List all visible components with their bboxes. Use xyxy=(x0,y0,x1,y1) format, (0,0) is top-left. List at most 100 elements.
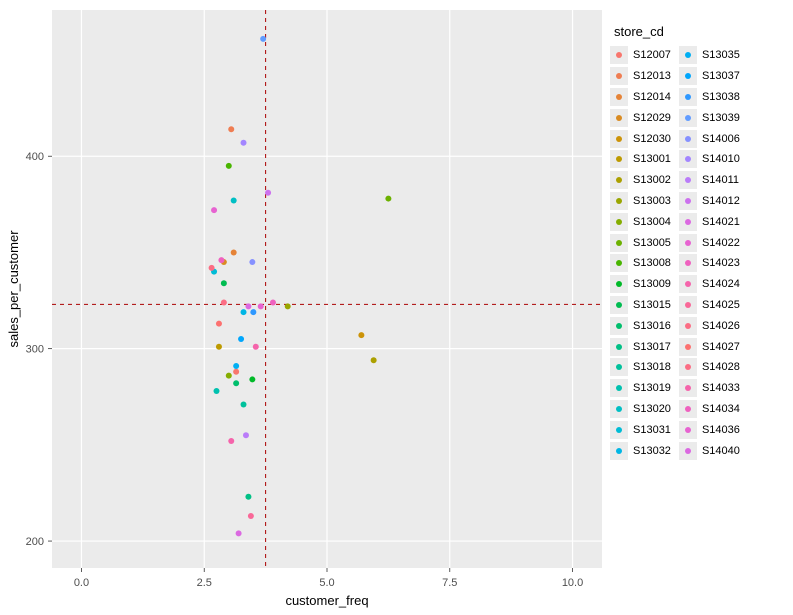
legend-item: S13008 xyxy=(610,253,679,274)
legend-item: S13039 xyxy=(679,107,748,128)
legend-swatch xyxy=(610,358,628,376)
legend-item: S13009 xyxy=(610,274,679,295)
legend-swatch xyxy=(610,296,628,314)
legend-label: S13018 xyxy=(633,361,671,373)
legend-swatch xyxy=(610,130,628,148)
legend-swatch xyxy=(610,254,628,272)
legend-label: S12014 xyxy=(633,91,671,103)
legend-swatch xyxy=(679,130,697,148)
legend-label: S14022 xyxy=(702,237,740,249)
legend-item: S13037 xyxy=(679,66,748,87)
legend-swatch xyxy=(679,379,697,397)
legend-swatch xyxy=(610,275,628,293)
legend-label: S12029 xyxy=(633,112,671,124)
legend-label: S13038 xyxy=(702,91,740,103)
legend-item: S14012 xyxy=(679,191,748,212)
data-point xyxy=(228,126,234,132)
legend-swatch xyxy=(610,150,628,168)
data-point xyxy=(241,401,247,407)
legend-item: S13005 xyxy=(610,232,679,253)
legend-swatch xyxy=(679,171,697,189)
data-point xyxy=(226,163,232,169)
legend-label: S13017 xyxy=(633,341,671,353)
legend-item: S14036 xyxy=(679,419,748,440)
legend-swatch xyxy=(679,421,697,439)
legend-label: S13015 xyxy=(633,299,671,311)
data-point xyxy=(231,197,237,203)
legend-swatch xyxy=(679,358,697,376)
legend-label: S14010 xyxy=(702,153,740,165)
data-point xyxy=(221,299,227,305)
legend-item: S14006 xyxy=(679,128,748,149)
legend-label: S12013 xyxy=(633,70,671,82)
data-point xyxy=(250,309,256,315)
legend-label: S13035 xyxy=(702,49,740,61)
legend-swatch xyxy=(610,338,628,356)
legend-swatch xyxy=(679,400,697,418)
legend-swatch xyxy=(610,213,628,231)
legend-item: S14022 xyxy=(679,232,748,253)
data-point xyxy=(249,376,255,382)
data-point xyxy=(285,303,291,309)
data-point xyxy=(211,207,217,213)
scatter-chart: 0.02.55.07.510.0200300400customer_freqsa… xyxy=(0,0,610,615)
legend-label: S13001 xyxy=(633,153,671,165)
legend-title: store_cd xyxy=(614,24,793,39)
legend-item: S13016 xyxy=(610,315,679,336)
legend-swatch xyxy=(679,442,697,460)
data-point xyxy=(371,357,377,363)
legend-item: S14011 xyxy=(679,170,748,191)
legend-item: S12013 xyxy=(610,66,679,87)
legend-swatch xyxy=(679,46,697,64)
data-point xyxy=(218,257,224,263)
x-tick-label: 0.0 xyxy=(74,577,89,589)
data-point xyxy=(245,494,251,500)
legend-swatch xyxy=(610,317,628,335)
legend-label: S13039 xyxy=(702,112,740,124)
legend-item: S14034 xyxy=(679,399,748,420)
legend-item: S14028 xyxy=(679,357,748,378)
legend-swatch xyxy=(679,150,697,168)
legend-swatch xyxy=(610,421,628,439)
data-point xyxy=(248,513,254,519)
data-point xyxy=(243,432,249,438)
legend-label: S13019 xyxy=(633,382,671,394)
legend-label: S14012 xyxy=(702,195,740,207)
data-point xyxy=(233,369,239,375)
legend-label: S14036 xyxy=(702,424,740,436)
data-point xyxy=(358,332,364,338)
legend-item: S14021 xyxy=(679,211,748,232)
legend-swatch xyxy=(679,88,697,106)
y-axis-title: sales_per_customer xyxy=(6,230,21,348)
legend-label: S14034 xyxy=(702,403,740,415)
data-point xyxy=(226,373,232,379)
data-point xyxy=(221,280,227,286)
data-point xyxy=(241,309,247,315)
data-point xyxy=(216,344,222,350)
legend-swatch xyxy=(679,109,697,127)
x-tick-label: 5.0 xyxy=(319,577,334,589)
legend-label: S14024 xyxy=(702,278,740,290)
legend-label: S14021 xyxy=(702,216,740,228)
legend-item: S13018 xyxy=(610,357,679,378)
y-tick-label: 400 xyxy=(26,151,44,163)
data-point xyxy=(209,265,215,271)
legend-label: S13003 xyxy=(633,195,671,207)
legend-swatch xyxy=(610,379,628,397)
legend-label: S14040 xyxy=(702,445,740,457)
x-tick-label: 7.5 xyxy=(442,577,457,589)
legend-item: S13003 xyxy=(610,191,679,212)
legend-swatch xyxy=(610,46,628,64)
data-point xyxy=(241,140,247,146)
legend-swatch xyxy=(610,192,628,210)
legend-item: S13004 xyxy=(610,211,679,232)
legend-label: S13005 xyxy=(633,237,671,249)
legend-item: S12014 xyxy=(610,87,679,108)
data-point xyxy=(233,380,239,386)
legend-item: S13020 xyxy=(610,399,679,420)
legend-label: S13031 xyxy=(633,424,671,436)
legend-item: S12030 xyxy=(610,128,679,149)
legend-label: S14027 xyxy=(702,341,740,353)
legend-label: S14033 xyxy=(702,382,740,394)
legend-label: S13004 xyxy=(633,216,671,228)
